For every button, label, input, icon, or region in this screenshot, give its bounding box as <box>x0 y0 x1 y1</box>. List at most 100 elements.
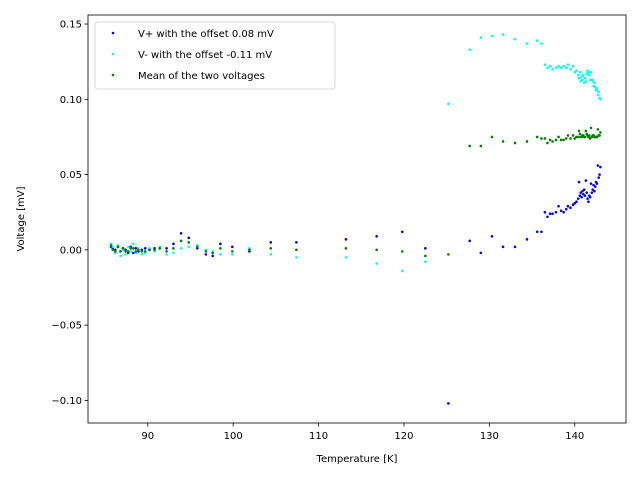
point-mean-32 <box>424 254 427 258</box>
point-vminus-78 <box>595 87 599 91</box>
point-vminus-42 <box>543 63 547 66</box>
point-vminus-18 <box>172 251 175 255</box>
point-vplus-73 <box>591 188 594 191</box>
point-mean-6 <box>124 250 127 253</box>
y-tick-label: 0.15 <box>60 20 82 31</box>
point-mean-47 <box>557 135 560 139</box>
point-mean-52 <box>569 137 572 140</box>
point-mean-2 <box>114 250 117 253</box>
point-vplus-36 <box>490 235 494 238</box>
point-vplus-50 <box>564 207 568 211</box>
point-vminus-55 <box>575 69 578 72</box>
point-vminus-20 <box>187 245 191 249</box>
y-tick-label: 0.10 <box>60 95 82 106</box>
point-vplus-82 <box>599 165 602 169</box>
point-vminus-59 <box>579 79 583 83</box>
y-tick-label: 0.05 <box>60 170 82 181</box>
point-mean-41 <box>540 137 543 140</box>
point-vplus-38 <box>513 245 517 249</box>
point-vplus-25 <box>231 245 234 249</box>
point-vplus-65 <box>584 179 588 182</box>
point-vplus-20 <box>187 236 191 240</box>
legend-label-vplus: V+ with the offset 0.08 mV <box>138 29 274 40</box>
point-vminus-27 <box>269 253 273 256</box>
point-mean-64 <box>583 135 587 139</box>
point-mean-70 <box>588 137 592 140</box>
point-vplus-76 <box>593 185 597 188</box>
point-vplus-23 <box>211 254 214 258</box>
point-vplus-80 <box>597 176 600 179</box>
y-axis-ticks: −0.10 −0.05 0.00 0.05 0.10 0.15 <box>51 20 88 407</box>
point-vminus-35 <box>479 36 483 39</box>
point-mean-35 <box>479 144 483 148</box>
point-vminus-56 <box>576 73 580 77</box>
point-mean-27 <box>269 247 273 250</box>
point-vminus-1 <box>111 245 115 249</box>
point-vminus-47 <box>557 64 560 68</box>
point-mean-56 <box>576 135 580 139</box>
point-vminus-48 <box>559 66 563 69</box>
x-tick-label: 110 <box>309 431 328 442</box>
point-vplus-34 <box>468 239 472 243</box>
point-vminus-44 <box>548 64 552 68</box>
point-vplus-29 <box>344 238 348 241</box>
point-vplus-22 <box>204 253 208 256</box>
point-vplus-58 <box>578 194 582 197</box>
point-mean-9 <box>131 247 135 250</box>
legend-label-vminus: V- with the offset -0.11 mV <box>138 50 272 61</box>
point-mean-19 <box>179 239 183 243</box>
legend-box <box>94 21 336 90</box>
point-vplus-66 <box>585 191 589 194</box>
point-vminus-68 <box>587 70 590 74</box>
point-mean-79 <box>596 128 600 131</box>
point-vplus-43 <box>546 215 549 219</box>
point-vplus-42 <box>543 210 547 214</box>
point-vminus-28 <box>295 256 298 259</box>
point-vminus-31 <box>400 269 404 273</box>
point-vplus-61 <box>581 189 584 193</box>
point-vplus-55 <box>575 200 578 203</box>
point-mean-20 <box>187 241 191 244</box>
point-mean-15 <box>153 248 156 252</box>
point-vminus-54 <box>573 70 577 74</box>
point-vminus-25 <box>231 253 234 256</box>
point-vplus-75 <box>593 189 596 193</box>
point-mean-46 <box>554 138 558 142</box>
legend-label-mean: Mean of the two voltages <box>138 71 265 82</box>
x-tick-label: 140 <box>565 431 584 442</box>
point-mean-28 <box>295 248 298 252</box>
point-mean-38 <box>513 141 517 145</box>
axes-frame <box>87 14 627 424</box>
point-vplus-24 <box>219 242 222 246</box>
point-mean-48 <box>559 138 563 142</box>
point-vminus-30 <box>375 262 378 265</box>
point-vminus-49 <box>562 64 565 68</box>
point-mean-29 <box>344 247 348 250</box>
point-vplus-44 <box>548 212 552 216</box>
x-tick-label: 120 <box>394 431 413 442</box>
point-mean-3 <box>116 245 120 249</box>
point-vminus-6 <box>124 253 127 256</box>
point-mean-34 <box>468 144 472 148</box>
point-mean-18 <box>172 247 175 250</box>
point-mean-53 <box>571 134 575 137</box>
point-vplus-72 <box>590 191 594 194</box>
point-vminus-76 <box>593 85 597 89</box>
point-vplus-71 <box>589 182 593 185</box>
x-tick-label: 90 <box>141 431 154 442</box>
point-mean-12 <box>140 250 144 253</box>
y-axis-label: Voltage [mV] <box>16 186 27 251</box>
point-vminus-4 <box>119 254 122 258</box>
point-vplus-53 <box>571 203 575 206</box>
point-vplus-52 <box>569 206 572 210</box>
point-mean-54 <box>573 137 577 140</box>
y-tick-label: −0.05 <box>51 321 82 332</box>
point-vplus-27 <box>269 241 273 244</box>
point-vminus-41 <box>540 42 543 45</box>
point-mean-23 <box>211 251 214 255</box>
point-vplus-9 <box>131 251 135 255</box>
point-vplus-81 <box>598 173 601 176</box>
point-vplus-46 <box>554 210 558 214</box>
point-mean-81 <box>598 134 601 137</box>
point-vminus-69 <box>587 73 591 77</box>
